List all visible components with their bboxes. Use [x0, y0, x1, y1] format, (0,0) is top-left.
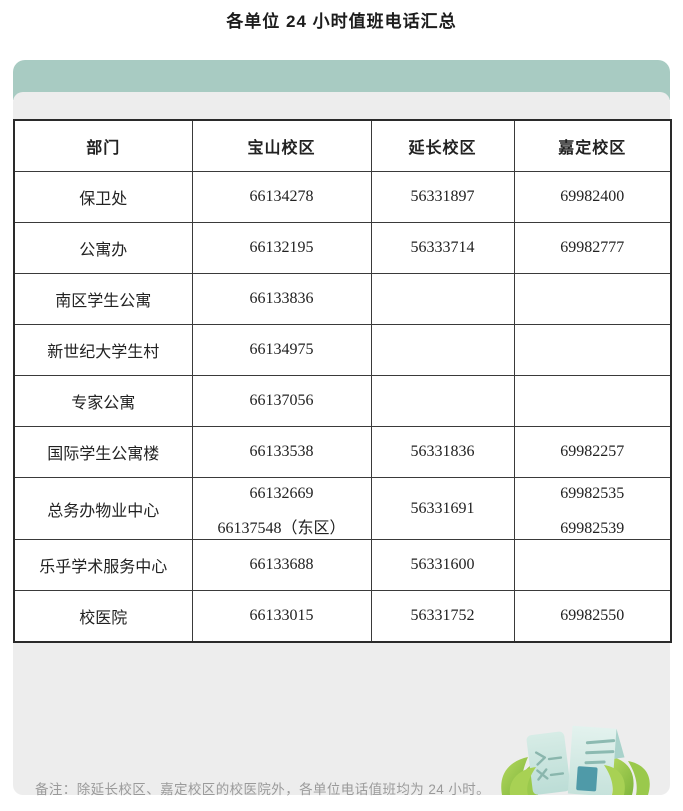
cell-dept: 总务办物业中心 — [13, 477, 193, 540]
cell-jiading: 69982550 — [513, 590, 672, 643]
table-row: 公寓办 66132195 56333714 69982777 — [13, 222, 672, 274]
cell-baoshan: 66133538 — [191, 426, 372, 478]
page-title: 各单位 24 小时值班电话汇总 — [226, 12, 457, 31]
cell-yanchang: 56331600 — [370, 539, 515, 591]
cell-yanchang: 56333714 — [370, 222, 515, 274]
cell-dept: 南区学生公寓 — [13, 273, 193, 325]
cell-baoshan-line2: 66137548（东区） — [217, 520, 346, 537]
cell-dept: 保卫处 — [13, 171, 193, 223]
cell-baoshan: 66134278 — [191, 171, 372, 223]
table-header-row: 部门 宝山校区 延长校区 嘉定校区 — [13, 119, 672, 172]
table-row: 乐乎学术服务中心 66133688 56331600 — [13, 539, 672, 591]
duty-phone-table: 部门 宝山校区 延长校区 嘉定校区 保卫处 66134278 56331897 … — [13, 119, 672, 643]
cell-dept: 专家公寓 — [13, 375, 193, 427]
table-row: 国际学生公寓楼 66133538 56331836 69982257 — [13, 426, 672, 478]
table-row-merged: 总务办物业中心 66132669 66137548（东区） 56331691 6… — [13, 477, 672, 540]
cell-jiading-line1: 69982535 — [560, 485, 625, 502]
table-row: 保卫处 66134278 56331897 69982400 — [13, 171, 672, 223]
cell-baoshan: 66133688 — [191, 539, 372, 591]
cell-dept: 新世纪大学生村 — [13, 324, 193, 376]
column-header-dept: 部门 — [13, 119, 193, 172]
cell-jiading: 69982257 — [513, 426, 672, 478]
cell-jiading — [513, 375, 672, 427]
cell-jiading — [513, 324, 672, 376]
cell-baoshan: 66134975 — [191, 324, 372, 376]
cell-yanchang: 56331897 — [370, 171, 515, 223]
cell-yanchang — [370, 375, 515, 427]
cell-jiading — [513, 273, 672, 325]
cell-yanchang — [370, 324, 515, 376]
column-header-yanchang: 延长校区 — [370, 119, 515, 172]
info-card: 部门 宝山校区 延长校区 嘉定校区 保卫处 66134278 56331897 … — [13, 60, 672, 797]
cell-jiading-multiline: 69982535 69982539 — [513, 477, 672, 540]
phone-table-container: 部门 宝山校区 延长校区 嘉定校区 保卫处 66134278 56331897 … — [13, 119, 672, 643]
cell-baoshan-line1: 66132669 — [249, 485, 314, 502]
cell-jiading-line2: 69982539 — [560, 520, 625, 537]
cell-yanchang — [370, 273, 515, 325]
cell-jiading: 69982400 — [513, 171, 672, 223]
table-row: 校医院 66133015 56331752 69982550 — [13, 590, 672, 643]
footnote-text: 备注：除延长校区、嘉定校区的校医院外，各单位电话值班均为 24 小时。 — [35, 782, 491, 797]
cell-dept: 乐乎学术服务中心 — [13, 539, 193, 591]
cell-jiading: 69982777 — [513, 222, 672, 274]
cell-yanchang: 56331691 — [370, 477, 515, 540]
cell-yanchang: 56331752 — [370, 590, 515, 643]
cell-baoshan: 66137056 — [191, 375, 372, 427]
cell-baoshan: 66133836 — [191, 273, 372, 325]
cell-baoshan: 66133015 — [191, 590, 372, 643]
column-header-baoshan: 宝山校区 — [191, 119, 372, 172]
cell-dept: 校医院 — [13, 590, 193, 643]
card-body: 部门 宝山校区 延长校区 嘉定校区 保卫处 66134278 56331897 … — [13, 92, 672, 797]
cell-baoshan: 66132195 — [191, 222, 372, 274]
table-row: 南区学生公寓 66133836 — [13, 273, 672, 325]
cell-yanchang: 56331836 — [370, 426, 515, 478]
cell-dept: 公寓办 — [13, 222, 193, 274]
table-row: 新世纪大学生村 66134975 — [13, 324, 672, 376]
column-header-jiading: 嘉定校区 — [513, 119, 672, 172]
cell-dept: 国际学生公寓楼 — [13, 426, 193, 478]
cell-jiading — [513, 539, 672, 591]
cell-baoshan-multiline: 66132669 66137548（东区） — [191, 477, 372, 540]
table-row: 专家公寓 66137056 — [13, 375, 672, 427]
